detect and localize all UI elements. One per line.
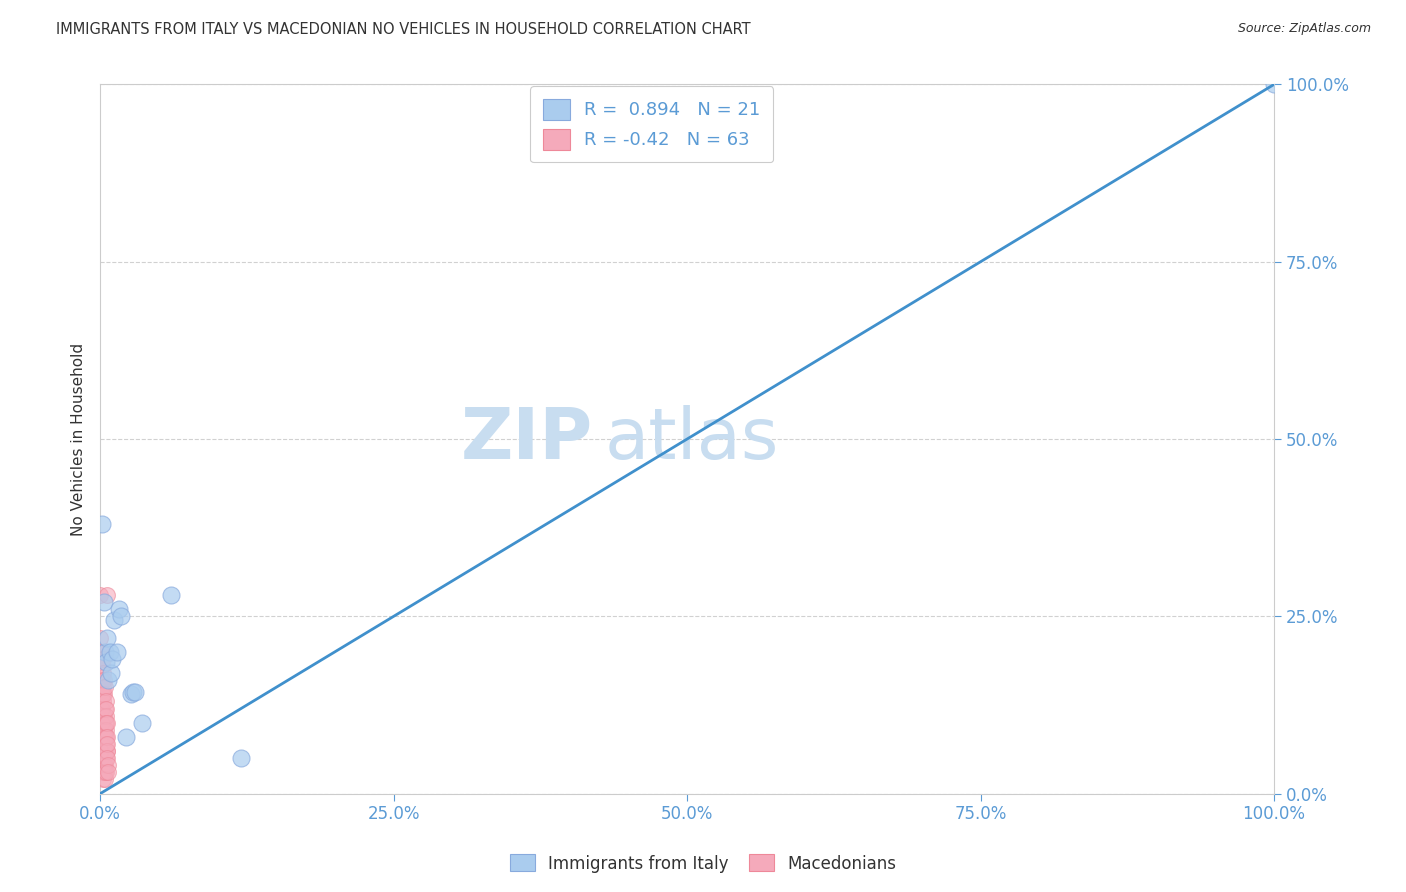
Point bbox=[96, 758, 118, 772]
Point bbox=[90, 701, 112, 715]
Point bbox=[93, 708, 115, 723]
Point bbox=[100, 666, 122, 681]
Point bbox=[122, 685, 145, 699]
Text: ZIP: ZIP bbox=[461, 405, 593, 474]
Point bbox=[93, 701, 115, 715]
Point bbox=[229, 751, 252, 765]
Point bbox=[93, 715, 115, 730]
Point bbox=[93, 694, 115, 708]
Point bbox=[91, 737, 114, 751]
Point bbox=[93, 673, 115, 688]
Legend: Immigrants from Italy, Macedonians: Immigrants from Italy, Macedonians bbox=[503, 847, 903, 880]
Point bbox=[103, 613, 125, 627]
Point bbox=[96, 751, 118, 765]
Point bbox=[96, 730, 118, 744]
Point bbox=[110, 609, 132, 624]
Point bbox=[94, 656, 117, 670]
Point bbox=[89, 744, 111, 758]
Point bbox=[115, 730, 138, 744]
Point bbox=[90, 751, 112, 765]
Point bbox=[94, 708, 117, 723]
Point bbox=[91, 687, 114, 701]
Point bbox=[96, 631, 118, 645]
Point bbox=[94, 751, 117, 765]
Point bbox=[159, 588, 181, 602]
Point bbox=[94, 681, 117, 695]
Point bbox=[90, 645, 112, 659]
Point bbox=[90, 715, 112, 730]
Point bbox=[96, 715, 118, 730]
Point bbox=[91, 687, 114, 701]
Point bbox=[89, 631, 111, 645]
Y-axis label: No Vehicles in Household: No Vehicles in Household bbox=[72, 343, 86, 535]
Point bbox=[96, 701, 118, 715]
Point bbox=[91, 659, 114, 673]
Point bbox=[94, 765, 117, 780]
Point bbox=[93, 687, 115, 701]
Point bbox=[94, 723, 117, 737]
Point bbox=[91, 652, 114, 666]
Point bbox=[93, 758, 115, 772]
Point bbox=[96, 588, 118, 602]
Point bbox=[90, 645, 112, 659]
Point bbox=[93, 765, 115, 780]
Point bbox=[101, 652, 124, 666]
Point bbox=[94, 737, 117, 751]
Point bbox=[90, 715, 112, 730]
Point bbox=[91, 765, 114, 780]
Point bbox=[131, 715, 153, 730]
Point bbox=[93, 595, 115, 609]
Point bbox=[91, 758, 114, 772]
Point bbox=[97, 765, 120, 780]
Point bbox=[94, 744, 117, 758]
Point bbox=[93, 723, 115, 737]
Point bbox=[90, 673, 112, 688]
Point bbox=[90, 744, 112, 758]
Point bbox=[94, 758, 117, 772]
Point bbox=[96, 744, 118, 758]
Point bbox=[89, 730, 111, 744]
Point bbox=[105, 645, 128, 659]
Point bbox=[1263, 78, 1285, 92]
Legend: R =  0.894   N = 21, R = -0.42   N = 63: R = 0.894 N = 21, R = -0.42 N = 63 bbox=[530, 87, 773, 162]
Point bbox=[91, 517, 114, 532]
Point bbox=[96, 737, 118, 751]
Point bbox=[120, 687, 142, 701]
Point bbox=[98, 645, 121, 659]
Point bbox=[93, 730, 115, 744]
Point bbox=[94, 765, 117, 780]
Point bbox=[124, 685, 146, 699]
Point bbox=[91, 666, 114, 681]
Text: IMMIGRANTS FROM ITALY VS MACEDONIAN NO VEHICLES IN HOUSEHOLD CORRELATION CHART: IMMIGRANTS FROM ITALY VS MACEDONIAN NO V… bbox=[56, 22, 751, 37]
Point bbox=[93, 744, 115, 758]
Point bbox=[94, 772, 117, 787]
Point bbox=[94, 645, 117, 659]
Point bbox=[90, 701, 112, 715]
Text: atlas: atlas bbox=[605, 405, 779, 474]
Point bbox=[90, 656, 112, 670]
Point bbox=[94, 694, 117, 708]
Point bbox=[96, 715, 118, 730]
Point bbox=[97, 673, 120, 688]
Point bbox=[96, 730, 118, 744]
Point bbox=[91, 681, 114, 695]
Point bbox=[108, 602, 131, 616]
Text: Source: ZipAtlas.com: Source: ZipAtlas.com bbox=[1237, 22, 1371, 36]
Point bbox=[91, 772, 114, 787]
Point bbox=[94, 730, 117, 744]
Point bbox=[89, 588, 111, 602]
Point bbox=[91, 673, 114, 688]
Point bbox=[90, 730, 112, 744]
Point bbox=[90, 683, 112, 698]
Point bbox=[96, 744, 118, 758]
Point bbox=[93, 751, 115, 765]
